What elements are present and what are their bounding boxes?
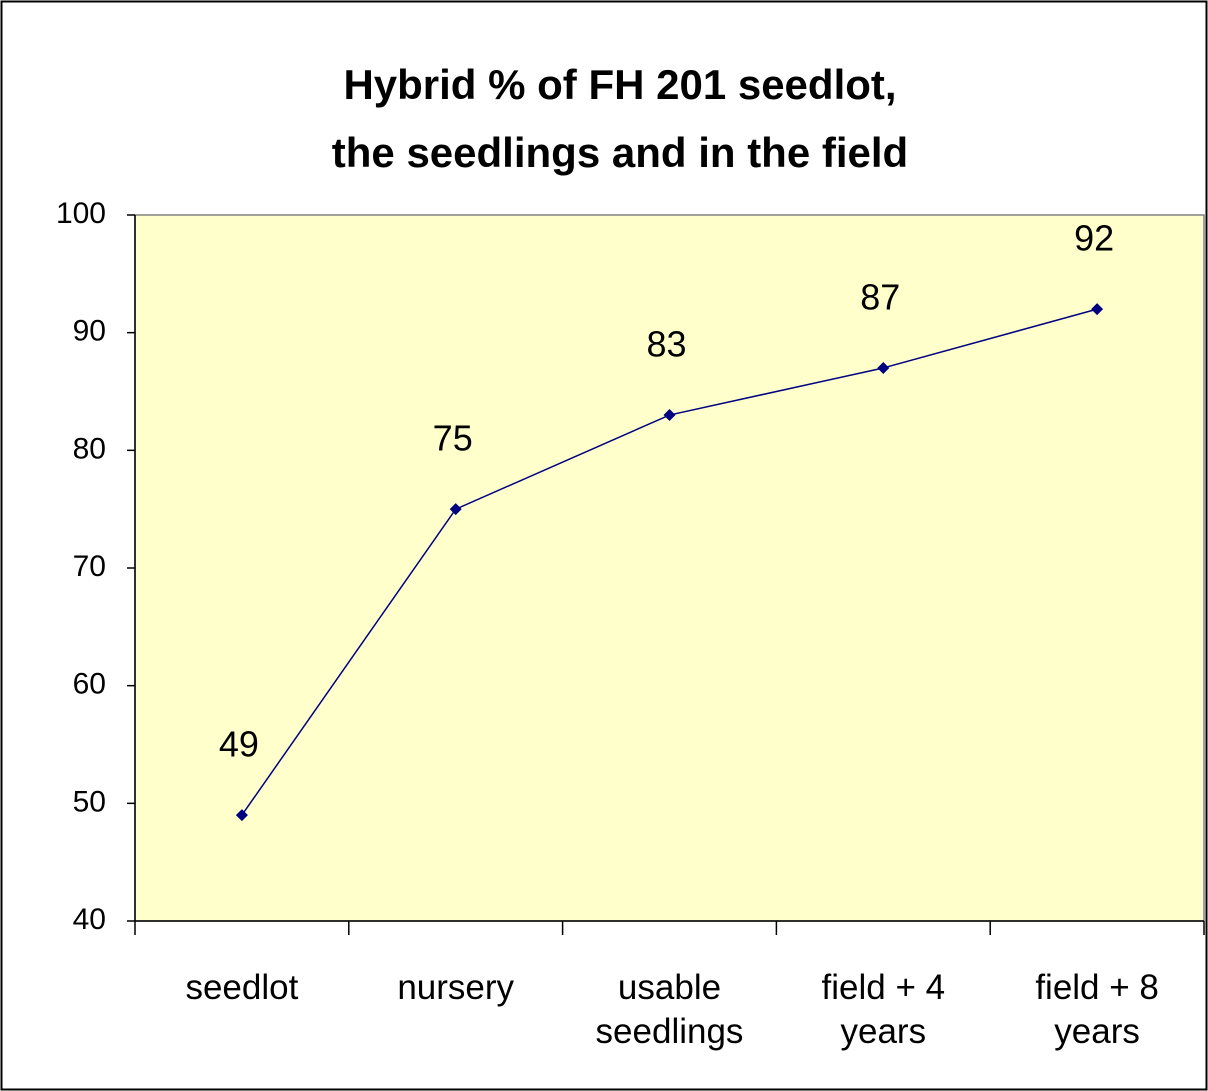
y-tick-label: 100 — [56, 197, 106, 230]
data-label: 83 — [646, 324, 686, 365]
data-label: 75 — [433, 418, 473, 459]
y-tick-label: 70 — [73, 550, 106, 583]
x-tick-label: field + 8 years — [1035, 968, 1159, 1051]
x-tick-label: seedlot — [185, 968, 299, 1007]
data-label: 49 — [219, 724, 259, 765]
chart-title: Hybrid % of FH 201 seedlot, — [343, 61, 896, 108]
marker — [877, 361, 890, 374]
y-tick-label: 50 — [73, 785, 106, 818]
y-tick-label: 90 — [73, 315, 106, 348]
y-tick-label: 80 — [73, 432, 106, 465]
marker — [1091, 303, 1104, 316]
data-label: 92 — [1074, 218, 1114, 259]
chart-title: the seedlings and in the field — [332, 129, 908, 176]
x-tick-label: nursery — [397, 968, 515, 1007]
x-tick-label: usable seedlings — [595, 968, 744, 1051]
marker — [235, 809, 248, 822]
x-tick-label: field + 4 years — [821, 968, 946, 1051]
plot-area — [134, 214, 1205, 922]
data-label: 87 — [860, 276, 900, 317]
y-tick-label: 60 — [73, 668, 106, 701]
marker — [663, 409, 676, 422]
marker — [449, 503, 462, 516]
y-tick-label: 40 — [73, 903, 106, 936]
